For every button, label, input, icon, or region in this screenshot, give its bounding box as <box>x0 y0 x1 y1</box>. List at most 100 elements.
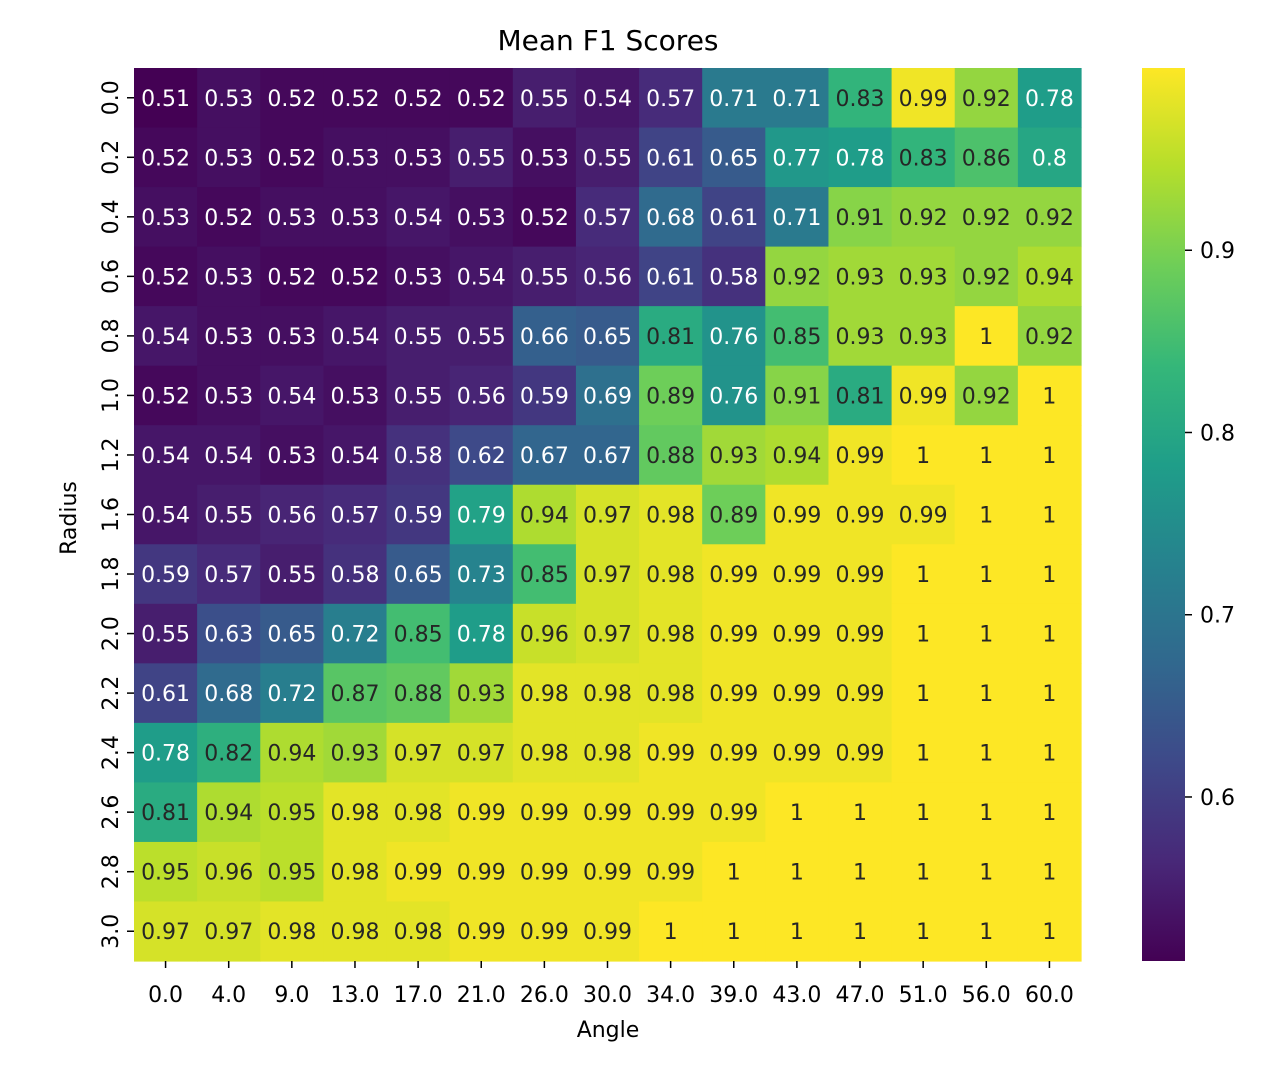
x-tick-label: 51.0 <box>899 983 948 1008</box>
heatmap-cell <box>134 187 198 248</box>
y-axis-ticks: 0.0 0.2 0.4 0.6 0.8 1.0 1.2 1.6 1.8 2.0 2.2 2.4 2.6 2… <box>99 80 134 949</box>
cell-value-label: 0.52 <box>267 87 316 112</box>
heatmap-cell <box>639 722 703 783</box>
heatmap-cell <box>575 365 640 426</box>
cell-value-label: 0.99 <box>772 563 821 588</box>
heatmap-cell <box>639 425 703 486</box>
heatmap-cell <box>1017 722 1082 783</box>
cell-value-label: 0.72 <box>330 623 379 648</box>
heatmap-cell <box>134 544 198 605</box>
heatmap-cell <box>891 365 956 426</box>
heatmap-cell <box>891 187 956 248</box>
x-tick-label: 17.0 <box>394 983 443 1008</box>
cell-value-label: 1 <box>979 623 993 648</box>
cell-value-label: 1 <box>916 682 930 707</box>
heatmap-cell <box>512 722 577 783</box>
cell-value-label: 0.88 <box>394 682 443 707</box>
cell-value-label: 0.54 <box>583 87 632 112</box>
cell-value-label: 0.52 <box>520 206 569 231</box>
cell-value-label: 0.87 <box>330 682 379 707</box>
heatmap-cell <box>639 246 703 307</box>
cell-value-label: 1 <box>979 920 993 945</box>
heatmap-cell <box>449 722 514 783</box>
heatmap-cell <box>765 782 830 843</box>
cell-value-label: 1 <box>916 920 930 945</box>
y-tick-label: 2.0 <box>99 616 124 651</box>
heatmap-cell <box>828 365 893 426</box>
heatmap-cell <box>702 663 766 724</box>
heatmap-cell <box>639 365 703 426</box>
heatmap-cell <box>639 841 703 903</box>
heatmap-cell <box>197 901 261 962</box>
heatmap-cell <box>575 603 640 664</box>
heatmap-cell <box>197 68 261 129</box>
heatmap-cell <box>954 722 1019 783</box>
heatmap-cell <box>765 306 830 367</box>
heatmap-cell <box>891 722 956 783</box>
cell-value-label: 0.61 <box>709 206 758 231</box>
cell-value-label: 0.52 <box>141 146 190 171</box>
cell-value-label: 0.81 <box>646 325 695 350</box>
heatmap-cell <box>639 306 703 367</box>
heatmap-cell <box>1017 544 1082 605</box>
heatmap-cell <box>954 544 1019 605</box>
heatmap-cell <box>1017 603 1082 664</box>
cell-value-label: 0.92 <box>1025 206 1074 231</box>
cell-value-label: 0.58 <box>709 265 758 290</box>
heatmap-cell <box>386 663 451 724</box>
y-tick-label: 0.4 <box>99 199 124 234</box>
heatmap-cell <box>639 782 703 843</box>
cell-value-label: 0.78 <box>141 742 190 767</box>
heatmap-cell <box>134 782 198 843</box>
heatmap-cell <box>702 187 766 248</box>
heatmap-cell <box>828 187 893 248</box>
cell-value-label: 0.98 <box>330 801 379 826</box>
cell-value-label: 0.54 <box>204 444 253 469</box>
heatmap-cell <box>323 187 388 248</box>
colorbar-tick-label: 0.7 <box>1200 604 1235 629</box>
cell-value-label: 0.98 <box>330 920 379 945</box>
heatmap-cell <box>828 544 893 605</box>
heatmap-cell <box>197 306 261 367</box>
cell-value-label: 0.95 <box>141 861 190 886</box>
cell-value-label: 0.59 <box>141 563 190 588</box>
cell-value-label: 1 <box>727 920 741 945</box>
x-tick-label: 9.0 <box>274 983 309 1008</box>
heatmap-cell <box>765 603 830 664</box>
cell-value-label: 0.97 <box>141 920 190 945</box>
heatmap-cell <box>1017 425 1082 486</box>
cell-value-label: 0.57 <box>330 504 379 529</box>
cell-value-label: 0.71 <box>709 87 758 112</box>
cell-value-label: 0.55 <box>141 623 190 648</box>
cell-value-label: 0.99 <box>709 801 758 826</box>
cell-value-label: 0.55 <box>520 87 569 112</box>
cell-value-label: 0.52 <box>330 87 379 112</box>
heatmap-cell <box>323 68 388 129</box>
x-tick-label: 47.0 <box>836 983 885 1008</box>
y-tick-label: 1.6 <box>99 497 124 532</box>
cell-value-label: 0.55 <box>457 146 506 171</box>
heatmap-cell <box>449 306 514 367</box>
cell-value-label: 0.79 <box>457 504 506 529</box>
y-tick-label: 2.2 <box>99 676 124 711</box>
cell-value-label: 0.98 <box>583 682 632 707</box>
heatmap-cell <box>260 841 324 903</box>
heatmap-cell <box>639 663 703 724</box>
cell-value-label: 0.53 <box>204 146 253 171</box>
heatmap-cell <box>512 187 577 248</box>
heatmap-cell <box>891 68 956 129</box>
cell-value-label: 0.97 <box>394 742 443 767</box>
cell-value-label: 0.52 <box>204 206 253 231</box>
heatmap-cell <box>323 841 388 903</box>
cell-value-label: 0.83 <box>836 87 885 112</box>
cell-value-label: 0.96 <box>204 861 253 886</box>
heatmap-cell <box>891 127 956 188</box>
cell-value-label: 0.53 <box>330 384 379 409</box>
heatmap-cell <box>702 603 766 664</box>
cell-value-label: 0.96 <box>520 623 569 648</box>
cell-value-label: 0.82 <box>204 742 253 767</box>
y-axis-label: Radius <box>57 481 82 555</box>
y-tick-label: 3.0 <box>99 914 124 949</box>
cell-value-label: 0.99 <box>583 801 632 826</box>
